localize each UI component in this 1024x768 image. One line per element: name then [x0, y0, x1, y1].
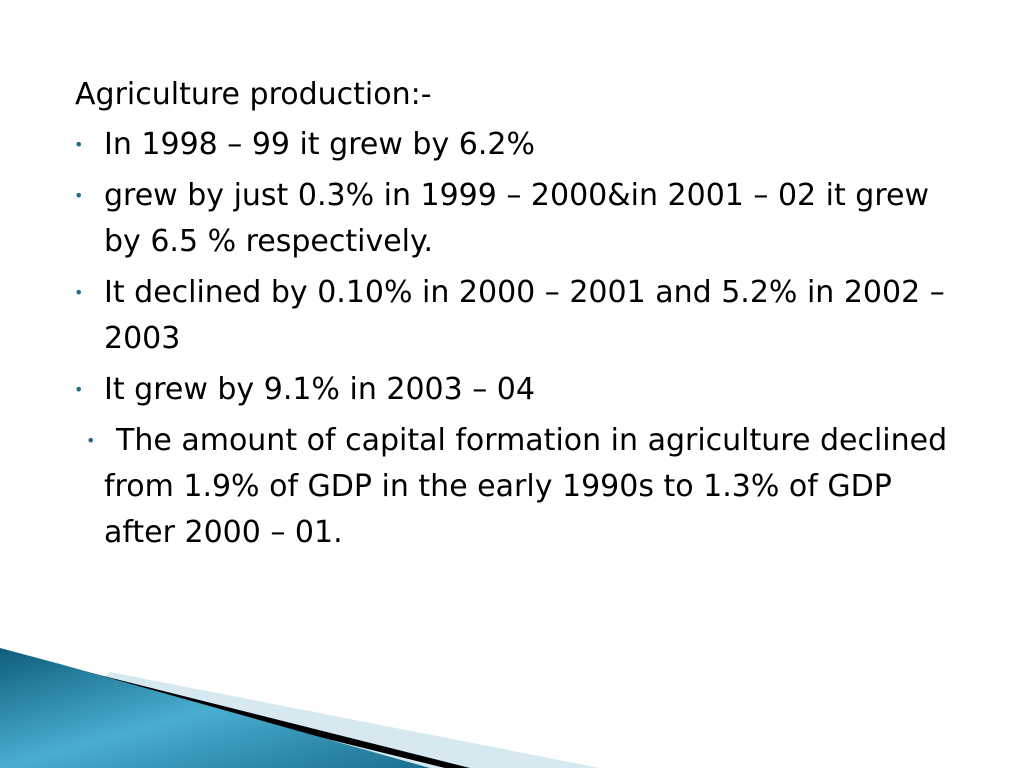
bullet: In 1998 – 99 it grew by 6.2%: [74, 122, 964, 168]
bullet: It declined by 0.10% in 2000 – 2001 and …: [74, 270, 964, 362]
heading: Agriculture production:-: [75, 77, 432, 112]
dark-wedge: [40, 660, 470, 768]
blue-triangle: [0, 648, 430, 768]
bullet: The amount of capital formation in agric…: [74, 418, 964, 556]
bullet: grew by just 0.3% in 1999 – 2000&in 2001…: [74, 173, 964, 265]
bullet: It grew by 9.1% in 2003 – 04: [74, 367, 964, 413]
bullet-list: In 1998 – 99 it grew by 6.2% grew by just…: [74, 122, 964, 561]
